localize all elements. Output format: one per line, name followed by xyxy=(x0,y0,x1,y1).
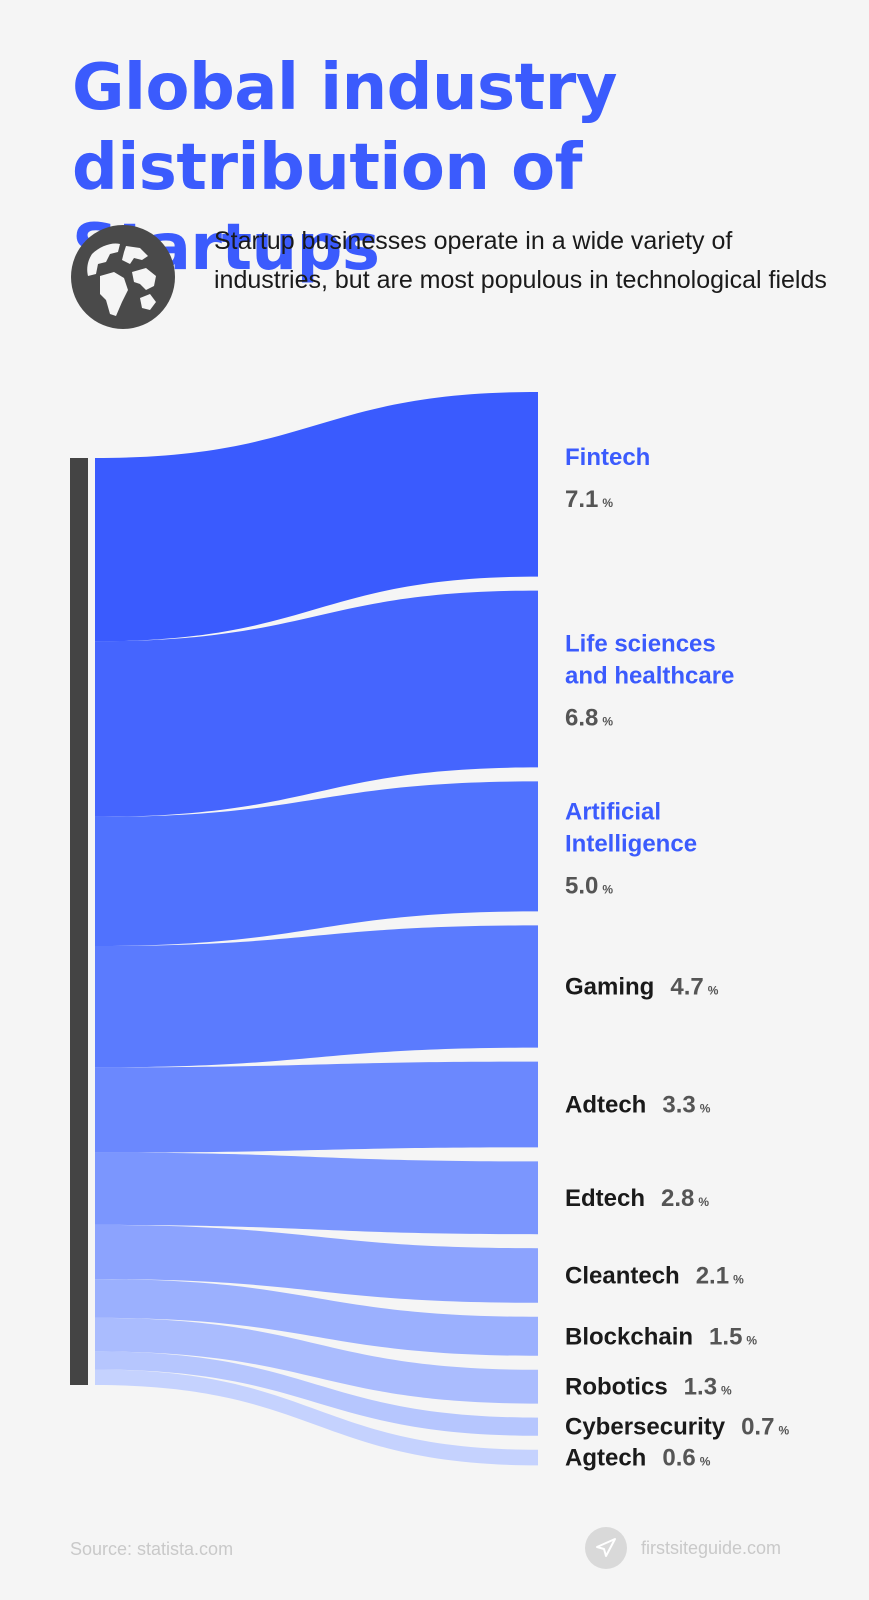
flow-edtech xyxy=(95,1152,538,1235)
brand[interactable]: firstsiteguide.com xyxy=(585,1526,781,1570)
value-edtech: 2.8% xyxy=(661,1185,709,1212)
label-blockchain: Blockchain xyxy=(565,1323,693,1350)
value-fintech: 7.1% xyxy=(565,486,613,513)
value-cybersecurity: 0.7% xyxy=(741,1414,789,1441)
label-gaming: Gaming xyxy=(565,974,654,1001)
label-edtech: Edtech xyxy=(565,1185,645,1212)
value-artificial-intelligence: 5.0% xyxy=(565,872,613,899)
flow-agtech xyxy=(95,1369,538,1466)
label-agtech: Agtech xyxy=(565,1445,646,1472)
flow-artificial-intelligence xyxy=(95,781,538,947)
value-adtech: 3.3% xyxy=(662,1092,710,1119)
label-adtech: Adtech xyxy=(565,1092,646,1119)
subtitle: Startup businesses operate in a wide var… xyxy=(214,227,827,294)
source-text: Source: statista.com xyxy=(70,1539,234,1559)
label-cybersecurity: Cybersecurity xyxy=(565,1414,726,1441)
flow-adtech xyxy=(95,1061,538,1153)
flow-gaming xyxy=(95,925,538,1068)
flow-life-sciences-and-healthcare xyxy=(95,590,538,817)
flow-cleantech xyxy=(95,1224,538,1303)
value-cleantech: 2.1% xyxy=(696,1263,744,1290)
page-title: Global industry distribution of Startups xyxy=(72,51,618,285)
flow-cybersecurity xyxy=(95,1351,538,1436)
source-bar xyxy=(70,458,88,1385)
label-life-sciences-and-healthcare: Life sciences and healthcare xyxy=(565,631,734,690)
paper-plane-icon xyxy=(585,1527,627,1569)
brand-text: firstsiteguide.com xyxy=(641,1537,782,1558)
label-cleantech: Cleantech xyxy=(565,1263,680,1290)
label-robotics: Robotics xyxy=(565,1374,668,1401)
label-artificial-intelligence: Artificial Intelligence xyxy=(565,798,697,857)
value-robotics: 1.3% xyxy=(684,1374,732,1401)
label-fintech: Fintech xyxy=(565,444,650,471)
value-life-sciences-and-healthcare: 6.8% xyxy=(565,705,613,732)
globe-icon xyxy=(70,224,176,330)
value-blockchain: 1.5% xyxy=(709,1323,757,1350)
flow-fintech xyxy=(95,392,538,642)
value-gaming: 4.7% xyxy=(670,974,718,1001)
flow-robotics xyxy=(95,1317,538,1404)
value-agtech: 0.6% xyxy=(662,1445,710,1472)
flow-blockchain xyxy=(95,1279,538,1356)
